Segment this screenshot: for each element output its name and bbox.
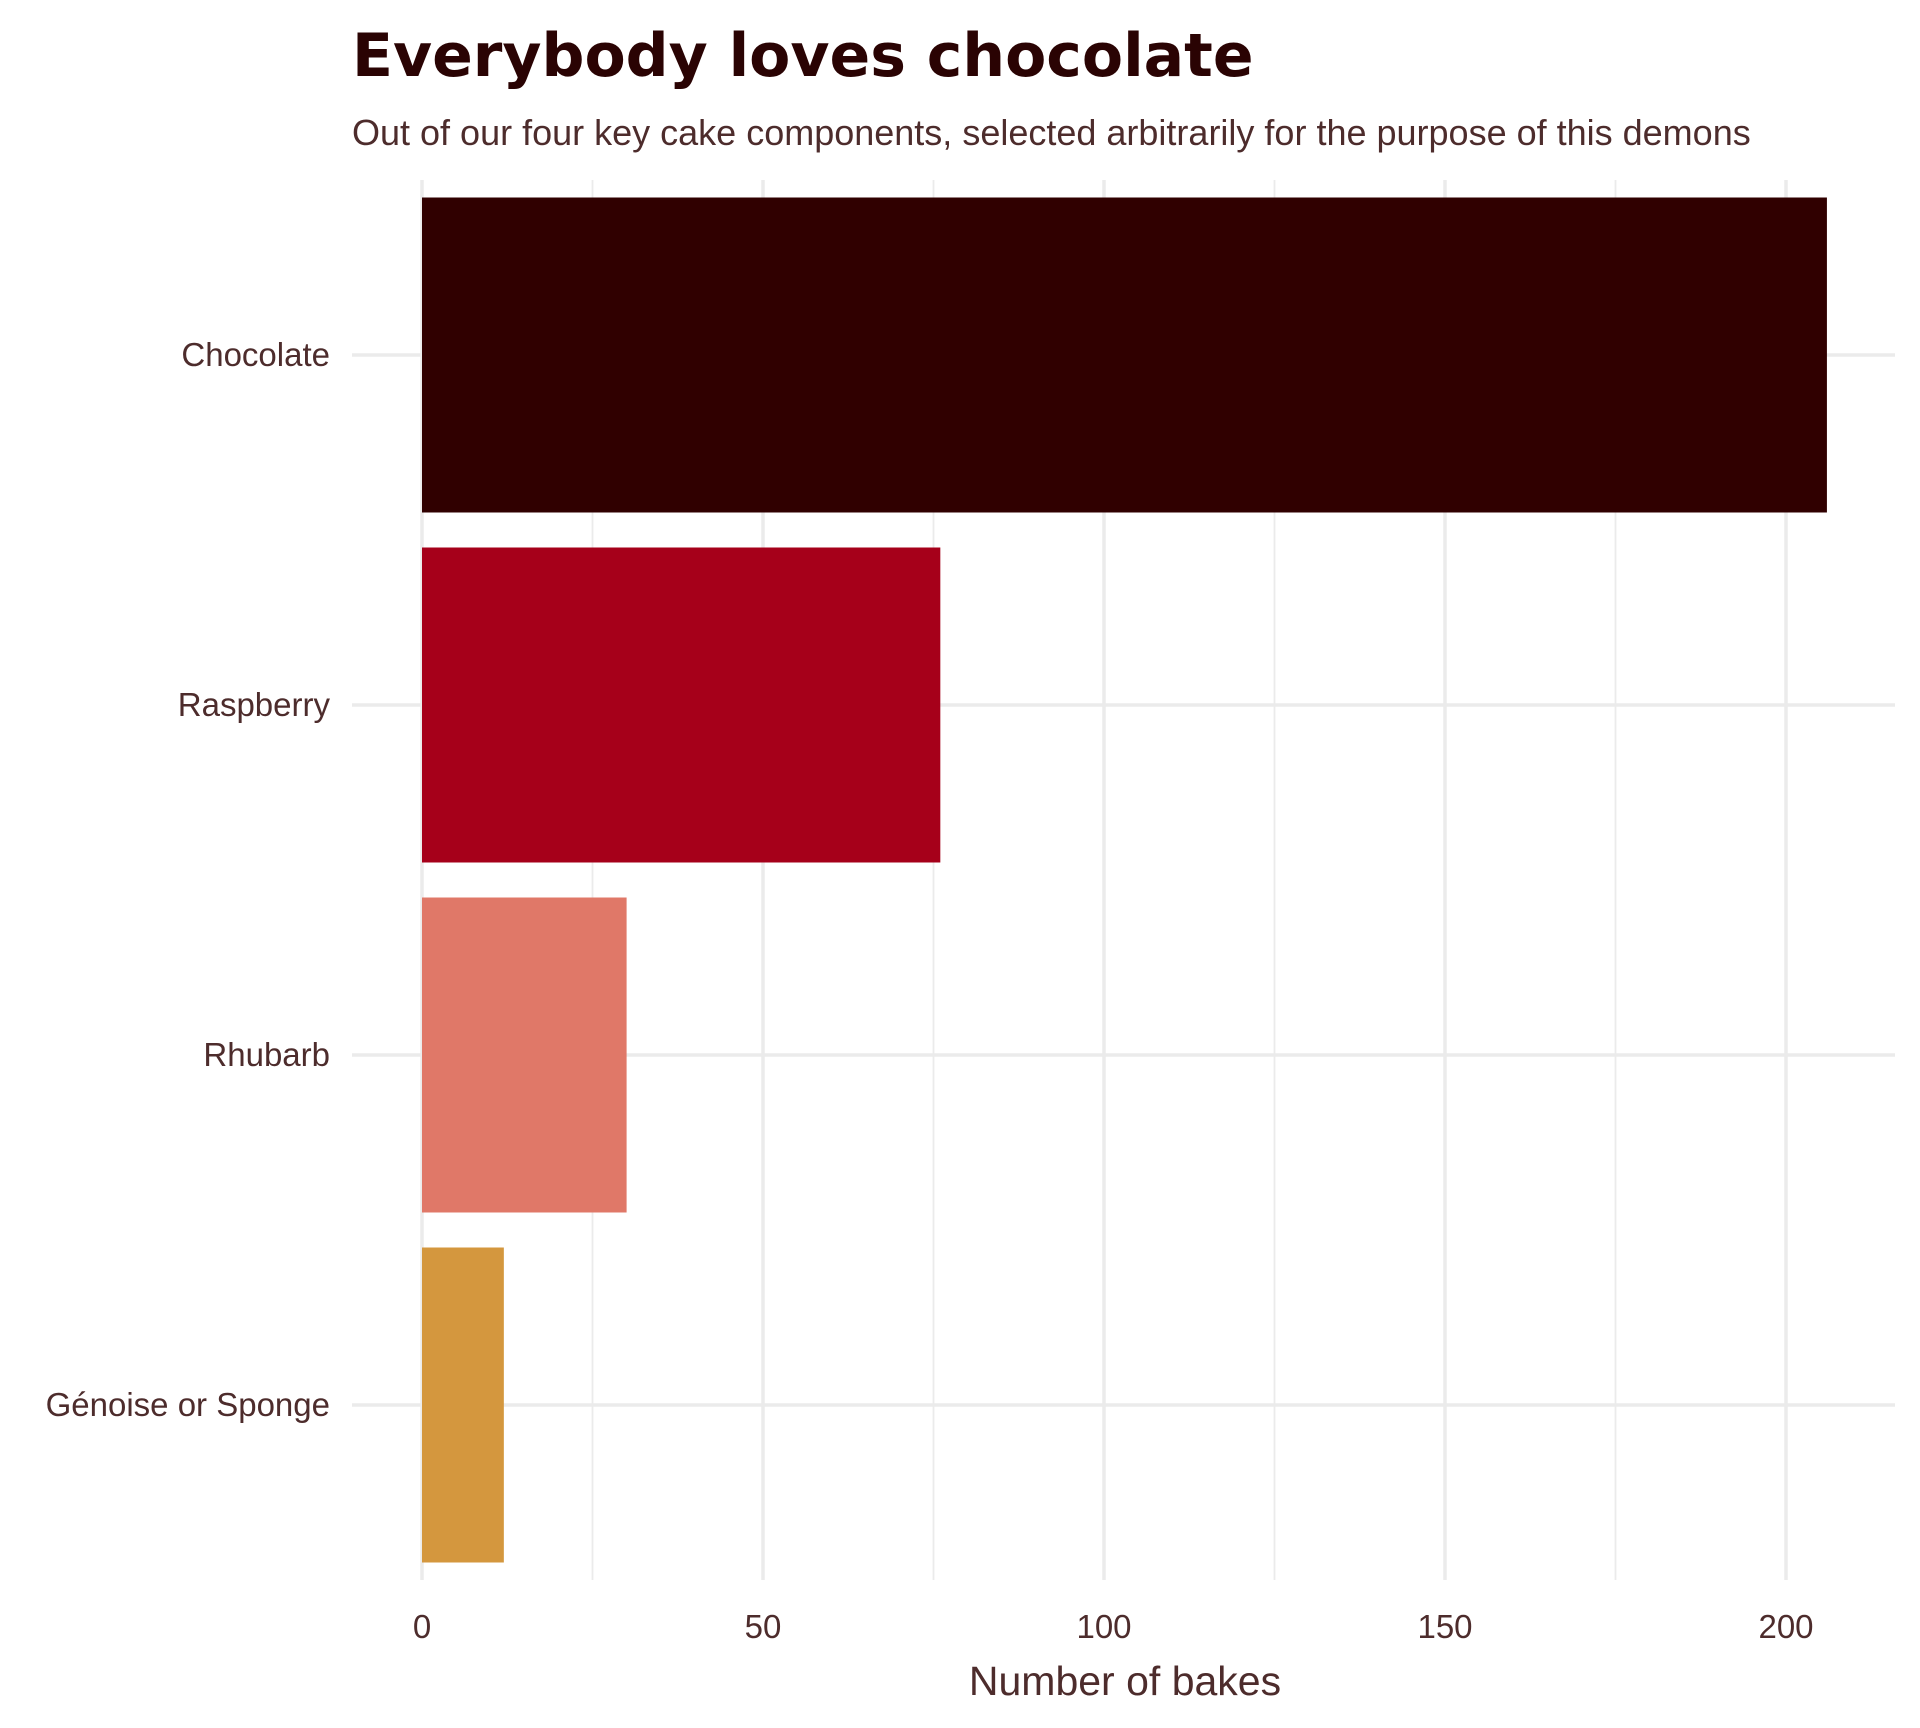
chart-title: Everybody loves chocolate xyxy=(352,21,1254,91)
y-tick-label: Raspberry xyxy=(178,686,331,723)
bar-g-noise-or-sponge xyxy=(422,1247,504,1563)
x-tick-label: 100 xyxy=(1076,1608,1131,1645)
x-tick-label: 200 xyxy=(1758,1608,1813,1645)
bar-chocolate xyxy=(422,197,1827,513)
x-tick-label: 150 xyxy=(1417,1608,1472,1645)
y-axis-tick-labels: Chocolate Raspberry Rhubarb Génoise or Spon… xyxy=(46,336,331,1423)
chart-subtitle: Out of our four key cake components, sel… xyxy=(352,112,1751,153)
x-axis-title: Number of bakes xyxy=(969,1658,1281,1704)
y-tick-label: Génoise or Sponge xyxy=(46,1386,330,1423)
x-tick-label: 50 xyxy=(745,1608,782,1645)
x-tick-label: 0 xyxy=(413,1608,431,1645)
bar-raspberry xyxy=(422,547,941,863)
x-axis-tick-labels: 0 50 100 150 200 xyxy=(413,1608,1814,1645)
bar-rhubarb xyxy=(422,897,627,1213)
y-tick-label: Chocolate xyxy=(181,336,330,373)
y-tick-label: Rhubarb xyxy=(203,1036,330,1073)
bars xyxy=(422,197,1827,1563)
